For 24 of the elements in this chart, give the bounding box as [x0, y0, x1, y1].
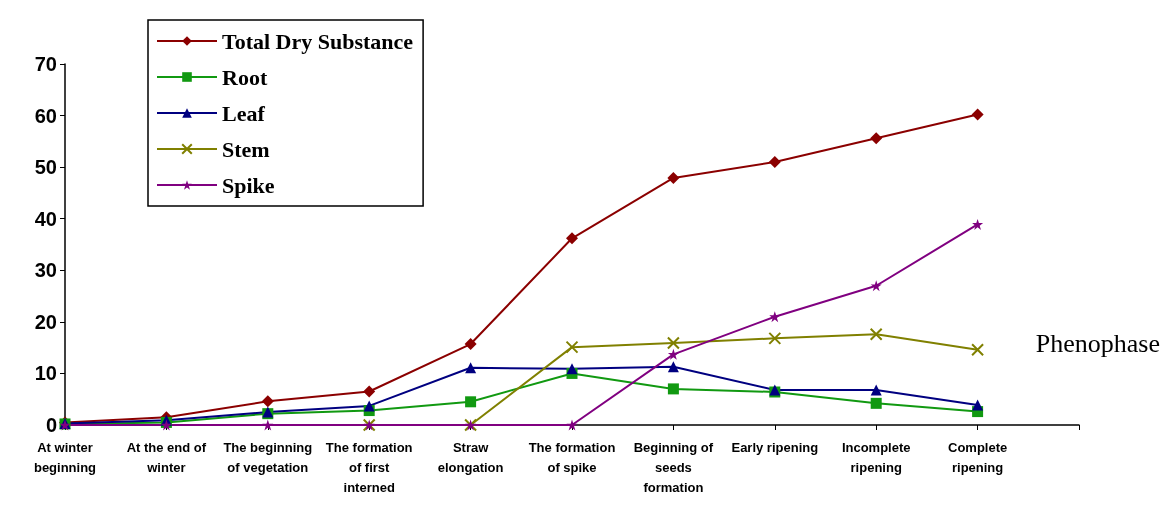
- legend-label: Total Dry Substance: [222, 28, 414, 54]
- x-tick-label: Straw elongation: [437, 439, 504, 475]
- x-tick-label: At the end of winter: [126, 439, 207, 475]
- y-tick-label: 20: [34, 310, 57, 333]
- y-tick-label: 30: [34, 259, 57, 282]
- x-axis-title: Phenophase: [1035, 328, 1160, 358]
- y-tick-label: 0: [45, 414, 57, 436]
- y-tick-label: 60: [34, 104, 57, 127]
- y-tick-label: 40: [34, 207, 57, 230]
- y-tick-label: 10: [34, 362, 57, 385]
- x-tick-label: Beginning of seeds formation: [633, 439, 714, 495]
- x-tick-label: The formation of spike: [528, 439, 616, 475]
- legend-label: Root: [222, 64, 268, 90]
- x-tick-label: Early ripening: [731, 439, 819, 455]
- legend-label: Spike: [222, 172, 275, 198]
- y-tick-label: 50: [34, 156, 57, 179]
- x-tick-label: Incomplete ripening: [841, 439, 911, 475]
- y-tick-label: 70: [34, 53, 57, 75]
- x-tick-label: At winter beginning: [33, 439, 97, 475]
- legend-label: Stem: [222, 136, 270, 162]
- x-tick-label: The beginning of vegetation: [223, 439, 313, 475]
- legend-label: Leaf: [222, 100, 266, 126]
- x-tick-label: Complete ripening: [947, 439, 1008, 475]
- x-tick-label: The formation of first interned: [325, 439, 413, 495]
